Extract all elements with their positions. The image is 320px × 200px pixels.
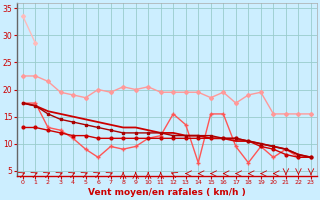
X-axis label: Vent moyen/en rafales ( km/h ): Vent moyen/en rafales ( km/h ) bbox=[88, 188, 246, 197]
